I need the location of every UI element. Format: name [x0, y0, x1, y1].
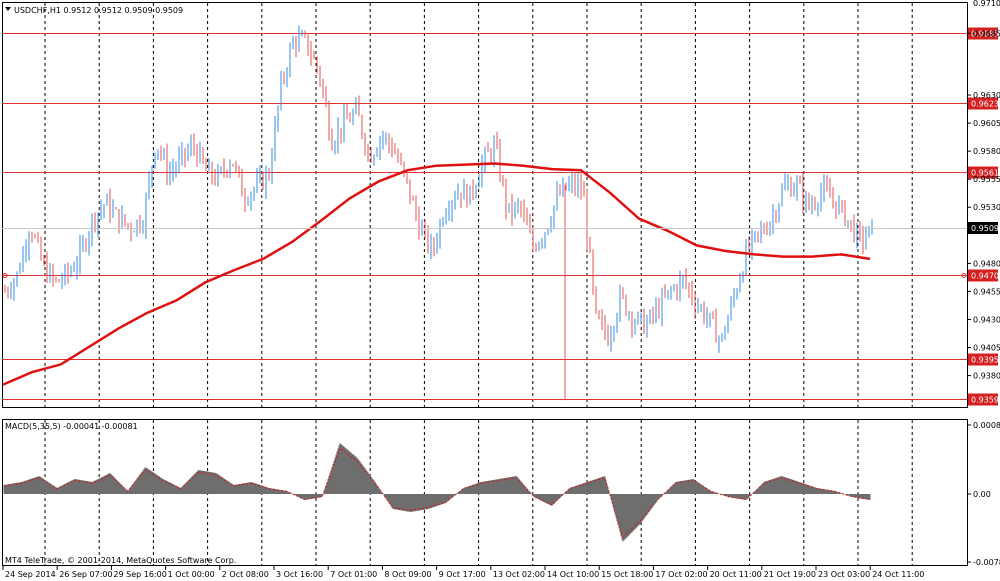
- level-badge: [968, 27, 998, 40]
- level-badge: [968, 166, 998, 179]
- price-tick-label: 0.9630: [973, 91, 1000, 100]
- level-label: 0.9685: [971, 30, 999, 39]
- price-axis: 0.9685 0.9630 0.9605 0.9580 0.9555 0.9530 0.94…: [967, 29, 1000, 381]
- level-label: 0.9470: [971, 272, 999, 281]
- level-badge: [968, 353, 998, 366]
- time-axis: 24 Sep 2014 26 Sep 07:00 29 Sep 16:00 1 Oct…: [2, 566, 924, 579]
- time-tick-label: 24 Sep 2014: [5, 570, 56, 579]
- macd-label: MACD(5,35,5) -0.00041 -0.00081: [5, 422, 138, 431]
- level-badge: [968, 269, 998, 282]
- macd-tick-label: 0.00081: [973, 421, 1000, 430]
- price-bars: [4, 25, 873, 401]
- moving-average: [2, 162, 871, 386]
- moving-average-line: [2, 162, 871, 386]
- level-label: 0.9359: [971, 396, 999, 405]
- time-tick-label: 14 Oct 10:00: [547, 570, 599, 579]
- time-tick-label: 15 Oct 18:00: [601, 570, 653, 579]
- copyright-text: MT4 TeleTrade, © 2001-2014, MetaQuotes S…: [5, 556, 236, 565]
- price-tick-label: 0.9605: [973, 119, 1000, 128]
- time-tick-label: 7 Oct 01:00: [330, 570, 377, 579]
- price-tick-label: 0.9480: [973, 259, 1000, 268]
- dropdown-arrow-icon[interactable]: [5, 7, 11, 11]
- time-tick-label: 26 Sep 07:00: [59, 570, 112, 579]
- current-price-label: 0.9509: [971, 224, 999, 233]
- level-label: 0.9623: [971, 100, 999, 109]
- price-tick-label: 0.9455: [973, 287, 1000, 296]
- symbol-header: USDCHF,H1 0.9512 0.9512 0.9509 0.9509: [14, 6, 183, 15]
- level-anchor-icon: [961, 273, 967, 278]
- price-tick-label: 0.9405: [973, 344, 1000, 353]
- macd-signal-line: [3, 447, 871, 538]
- time-tick-label: 1 Oct 00:00: [168, 570, 215, 579]
- macd-histogram: [3, 443, 871, 542]
- price-tick-label: 0.9580: [973, 147, 1000, 156]
- current-price-badge: [968, 222, 998, 234]
- time-tick-label: 3 Oct 16:00: [276, 570, 323, 579]
- time-tick-label: 21 Oct 19:00: [764, 570, 816, 579]
- price-tick-label: 0.9530: [973, 203, 1000, 212]
- time-tick-label: 24 Oct 11:00: [872, 570, 924, 579]
- time-tick-label: 23 Oct 03:00: [818, 570, 870, 579]
- price-tick-label: 0.9555: [973, 175, 1000, 184]
- price-tick-label: 0.9430: [973, 315, 1000, 324]
- level-label: 0.9561: [971, 169, 999, 178]
- macd-axis: 0.00081 0.00 -0.00789: [967, 421, 1000, 567]
- price-panel[interactable]: [2, 2, 968, 408]
- time-tick-label: 2 Oct 08:00: [222, 570, 269, 579]
- time-tick-label: 20 Oct 11:00: [710, 570, 762, 579]
- top-partial-tick: 0.9710: [973, 0, 1000, 8]
- macd-tick-label: 0.00: [973, 490, 991, 499]
- level-label: 0.9395: [971, 356, 999, 365]
- level-badge: [968, 97, 998, 110]
- time-tick-label: 8 Oct 09:00: [384, 570, 431, 579]
- level-anchor-icon: [2, 273, 8, 278]
- time-tick-label: 29 Sep 16:00: [113, 570, 166, 579]
- horizontal-levels[interactable]: 0.9685 0.9623 0.9561 0.9470 0.9395 0.9359: [2, 27, 999, 406]
- level-badge: [968, 393, 998, 406]
- price-tick-label: 0.9685: [973, 29, 1000, 38]
- price-tick-label: 0.9380: [973, 372, 1000, 381]
- time-tick-label: 9 Oct 17:00: [439, 570, 486, 579]
- time-tick-label: 17 Oct 02:00: [655, 570, 707, 579]
- macd-panel[interactable]: [2, 419, 968, 566]
- time-tick-label: 13 Oct 02:00: [493, 570, 545, 579]
- macd-tick-label: -0.00789: [973, 558, 1000, 567]
